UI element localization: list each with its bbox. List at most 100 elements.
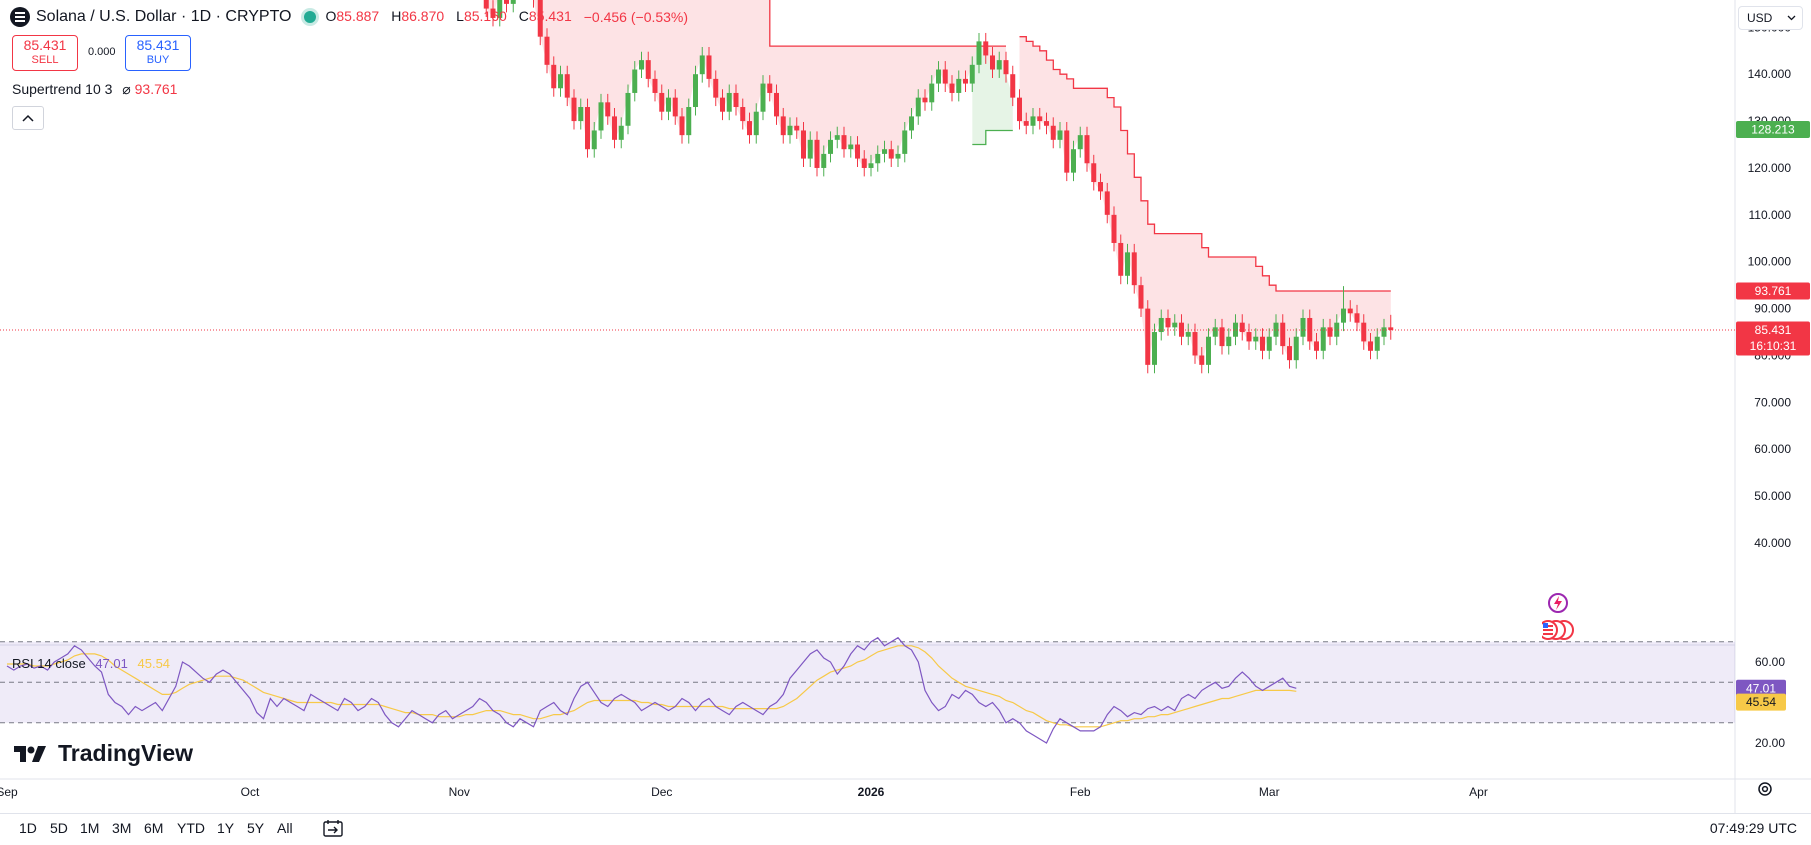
candle[interactable] <box>868 154 874 177</box>
candle[interactable] <box>578 98 584 130</box>
rsi-ma-value-pill[interactable]: 45.54 <box>1736 693 1786 711</box>
candle[interactable] <box>1071 140 1076 182</box>
candle[interactable] <box>490 0 496 27</box>
candle[interactable] <box>1287 337 1292 369</box>
candle[interactable] <box>814 131 820 177</box>
rsi-value-pill[interactable]: 47.01 <box>1736 679 1786 697</box>
candle[interactable] <box>483 0 489 18</box>
candle[interactable] <box>774 84 779 125</box>
candle[interactable] <box>1131 243 1137 294</box>
range-5y-button[interactable]: 5Y <box>247 820 265 836</box>
candle[interactable] <box>652 70 658 102</box>
chart-settings-icon[interactable] <box>1756 780 1774 798</box>
candle[interactable] <box>544 28 550 74</box>
candle[interactable] <box>726 84 732 121</box>
candle[interactable] <box>1064 122 1070 182</box>
candle[interactable] <box>645 51 651 88</box>
candle[interactable] <box>1104 182 1110 224</box>
candle[interactable] <box>564 65 570 107</box>
candle[interactable] <box>747 112 752 144</box>
candle[interactable] <box>1158 309 1164 341</box>
candle[interactable] <box>591 122 597 158</box>
candle[interactable] <box>1179 314 1184 346</box>
candle[interactable] <box>605 93 611 125</box>
candle[interactable] <box>1057 122 1063 149</box>
candle[interactable] <box>1098 173 1103 200</box>
candle[interactable] <box>936 61 941 93</box>
event-icons[interactable] <box>1538 590 1592 645</box>
candle[interactable] <box>672 89 678 125</box>
candle[interactable] <box>1199 347 1205 374</box>
candle[interactable] <box>1280 314 1286 355</box>
rsi-legend[interactable]: RSI 14 close 47.01 45.54 <box>12 656 170 671</box>
candle[interactable] <box>1206 328 1211 374</box>
candle[interactable] <box>1253 328 1259 350</box>
candle[interactable] <box>510 0 516 13</box>
candle[interactable] <box>861 150 867 177</box>
candle[interactable] <box>1145 300 1151 374</box>
candle[interactable] <box>1239 314 1245 341</box>
candle[interactable] <box>1354 304 1360 332</box>
candle[interactable] <box>612 107 617 149</box>
candle[interactable] <box>537 0 543 46</box>
candle[interactable] <box>1226 328 1232 355</box>
range-3m-button[interactable]: 3M <box>112 820 132 836</box>
candle[interactable] <box>834 126 840 149</box>
candle[interactable] <box>1374 328 1380 360</box>
candle[interactable] <box>760 75 766 121</box>
candle[interactable] <box>1300 309 1306 346</box>
candle[interactable] <box>983 32 989 64</box>
candle[interactable] <box>1111 206 1117 252</box>
candle[interactable] <box>1172 314 1178 336</box>
candle[interactable] <box>801 122 806 168</box>
candle[interactable] <box>1185 323 1191 346</box>
candle[interactable] <box>1030 107 1036 135</box>
candle[interactable] <box>504 0 509 13</box>
range-6m-button[interactable]: 6M <box>144 820 164 836</box>
supertrend-price-pill[interactable]: 93.761 <box>1736 282 1810 300</box>
candle[interactable] <box>902 122 908 163</box>
range-all-button[interactable]: All <box>277 820 293 836</box>
candle[interactable] <box>963 70 968 93</box>
candle[interactable] <box>1037 107 1043 130</box>
candle[interactable] <box>706 47 712 88</box>
candle[interactable] <box>1314 332 1319 360</box>
tradingview-logo[interactable]: TradingView <box>14 740 193 767</box>
range-1d-button[interactable]: 1D <box>19 820 37 836</box>
candle[interactable] <box>1219 318 1225 355</box>
candle[interactable] <box>733 84 739 116</box>
candle[interactable] <box>1293 328 1299 369</box>
candle[interactable] <box>679 107 685 144</box>
candle[interactable] <box>666 89 671 121</box>
candle[interactable] <box>882 140 887 163</box>
candle[interactable] <box>996 51 1002 78</box>
candle[interactable] <box>1050 117 1056 149</box>
us-flag-icon[interactable] <box>1538 620 1574 640</box>
candle[interactable] <box>1152 323 1157 374</box>
candle[interactable] <box>888 140 894 168</box>
candle[interactable] <box>915 89 921 125</box>
candle[interactable] <box>693 65 698 116</box>
lightning-icon[interactable] <box>1548 593 1568 613</box>
candle[interactable] <box>875 145 881 172</box>
candle[interactable] <box>1125 243 1130 285</box>
candle[interactable] <box>1003 51 1009 83</box>
candle[interactable] <box>598 93 604 139</box>
candle[interactable] <box>618 117 624 149</box>
candle[interactable] <box>551 56 557 97</box>
candle[interactable] <box>585 98 590 158</box>
candle[interactable] <box>1246 323 1252 350</box>
collapse-legend-button[interactable] <box>12 106 44 130</box>
alert-price-pill[interactable]: 128.213 <box>1736 120 1810 138</box>
utc-clock[interactable]: 07:49:29 UTC <box>1709 820 1797 836</box>
candle[interactable] <box>1091 154 1097 191</box>
range-1m-button[interactable]: 1M <box>80 820 100 836</box>
candle[interactable] <box>720 89 725 121</box>
candle[interactable] <box>1233 314 1238 346</box>
candle[interactable] <box>929 75 935 111</box>
candle[interactable] <box>686 98 692 144</box>
candle[interactable] <box>625 84 631 135</box>
candle[interactable] <box>1388 314 1394 340</box>
candle[interactable] <box>558 65 563 97</box>
